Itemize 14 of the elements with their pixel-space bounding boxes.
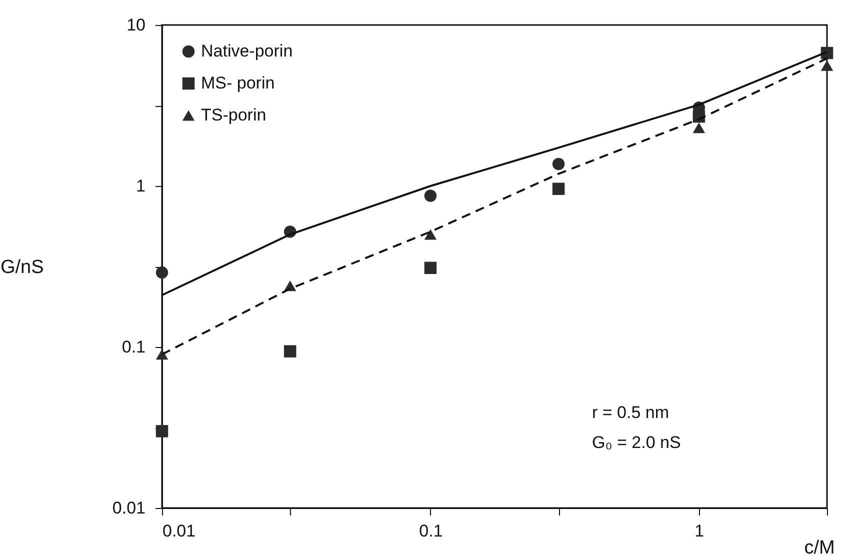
y-axis-title: G/nS — [0, 257, 44, 278]
x-axis-title: c/M — [804, 538, 835, 556]
y-tick-label: 0.1 — [122, 338, 146, 356]
y-tick-label: 10 — [126, 16, 146, 34]
y-tick-label: 1 — [136, 176, 146, 196]
legend-label: MS- porin — [201, 74, 275, 92]
legend-label: TS-porin — [201, 106, 266, 124]
x-tick-label: 0.1 — [419, 522, 443, 540]
x-tick-label: 1 — [694, 522, 704, 540]
y-tick-label: 0.01 — [112, 498, 146, 518]
annotation: G₀ = 2.0 nS — [592, 433, 681, 452]
annotation: r = 0.5 nm — [592, 403, 670, 422]
x-tick-label: 0.01 — [162, 522, 196, 540]
legend-label: Native-porin — [201, 42, 293, 60]
